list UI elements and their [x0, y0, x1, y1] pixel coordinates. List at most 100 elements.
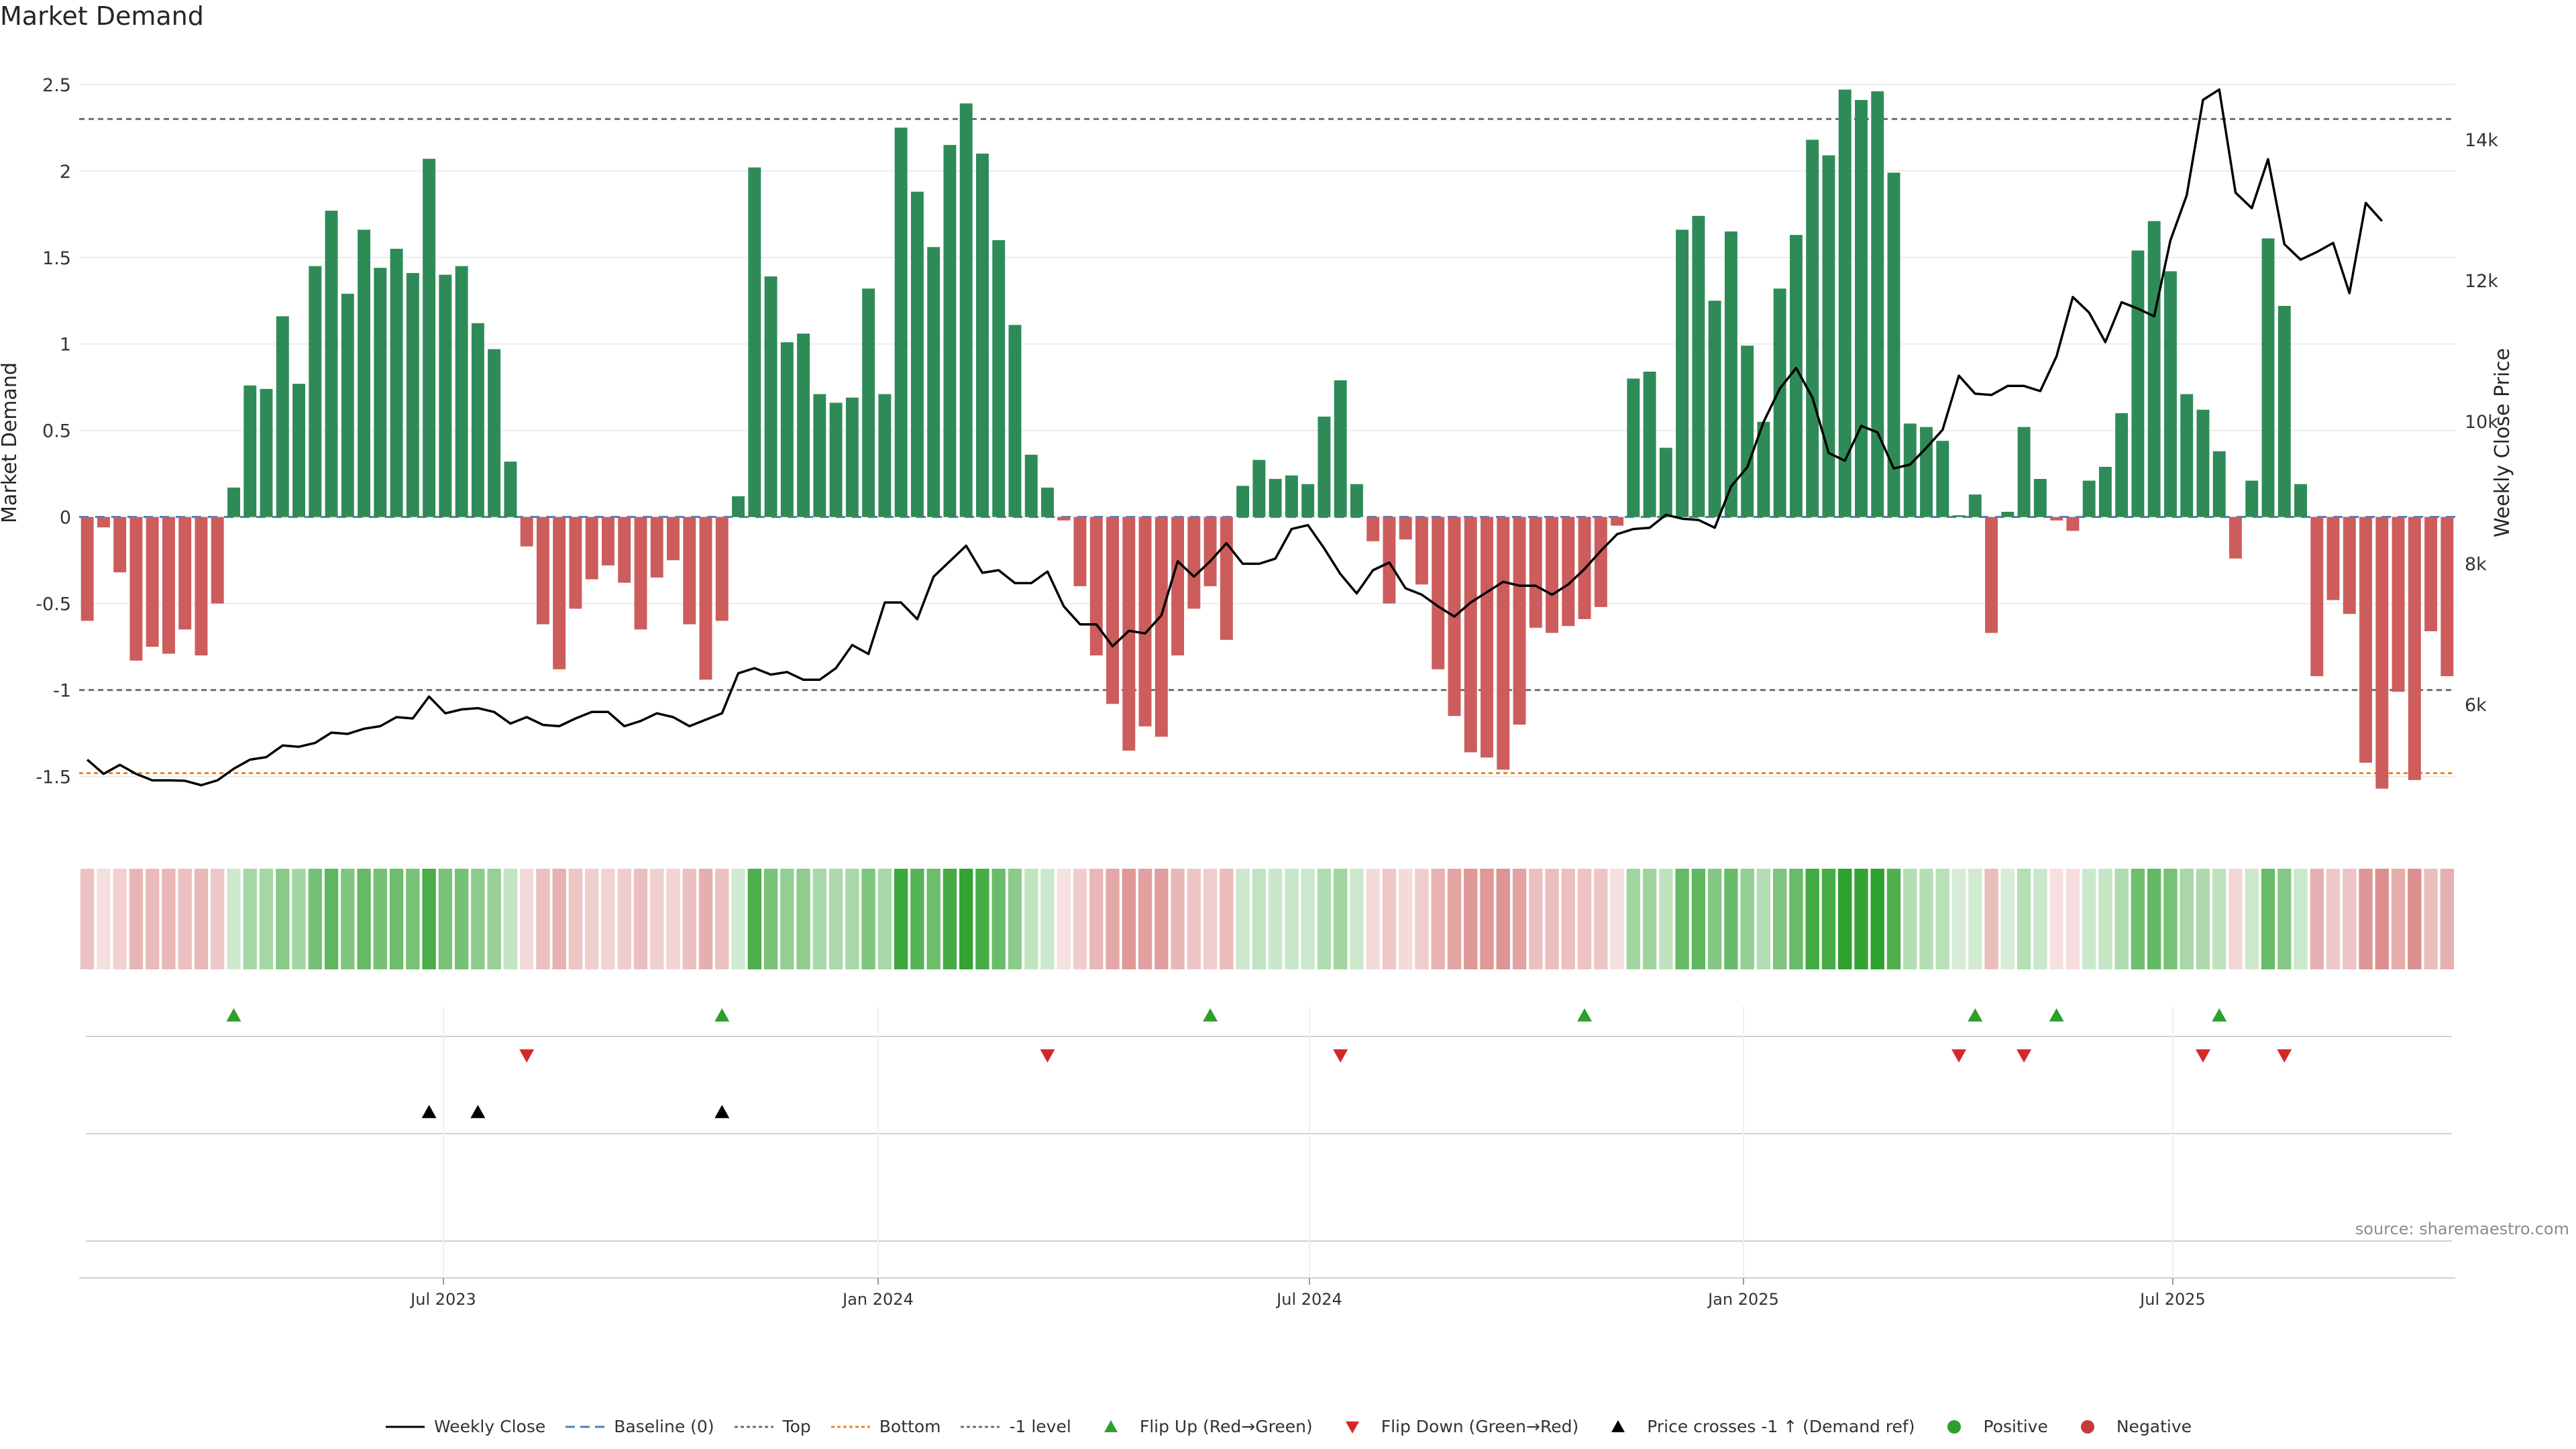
price-cross-marker [421, 1105, 437, 1118]
demand-bar [1269, 478, 1282, 517]
legend-item: Flip Down (Green→Red) [1332, 1417, 1578, 1436]
demand-bar [2017, 427, 2031, 517]
demand-bar [2424, 517, 2438, 631]
demand-bar [2115, 413, 2129, 517]
strip-cell [812, 869, 827, 969]
demand-bar [2375, 517, 2389, 789]
legend-label: Weekly Close [433, 1417, 546, 1436]
demand-bar [2033, 478, 2047, 517]
demand-bar [862, 288, 875, 517]
y-axis-label: Market Demand [0, 362, 21, 523]
strip-cell [682, 869, 696, 969]
strip-cell [1366, 869, 1380, 969]
demand-bar [650, 517, 663, 578]
demand-bar [244, 385, 257, 517]
demand-bar [2277, 305, 2291, 517]
strip-cell [1024, 869, 1038, 969]
demand-bar [1708, 301, 1721, 517]
demand-bar [2050, 517, 2063, 521]
demand-bar [732, 496, 745, 517]
demand-bar [813, 394, 826, 517]
demand-bar [1057, 517, 1071, 521]
strip-cell [1415, 869, 1429, 969]
demand-bar [992, 239, 1006, 517]
demand-bar [618, 517, 631, 583]
demand-bar [2310, 517, 2324, 676]
flip-down-marker [1951, 1049, 1967, 1063]
strip-cell [1805, 869, 1819, 969]
strip-cell [991, 869, 1006, 969]
strip-cell [926, 869, 941, 969]
strip-cell [357, 869, 371, 969]
strip-cell [1707, 869, 1722, 969]
demand-bar [406, 272, 419, 517]
y-tick-label: 2 [60, 162, 71, 182]
legend-item: Bottom [830, 1417, 941, 1436]
strip-cell [747, 869, 761, 969]
strip-cell [471, 869, 485, 969]
demand-bar [2001, 511, 2015, 517]
strip-cell [536, 869, 550, 969]
strip-cell [633, 869, 648, 969]
demand-bar [80, 517, 94, 621]
legend-item: Weekly Close [384, 1417, 545, 1436]
strip-cell [2229, 869, 2243, 969]
demand-bar [1741, 345, 1754, 517]
strip-cell [503, 869, 518, 969]
legend-symbol [385, 1426, 425, 1428]
strip-cell [698, 869, 713, 969]
demand-bar [1464, 517, 1477, 753]
legend-label: -1 level [1009, 1417, 1071, 1436]
demand-bar [2066, 517, 2080, 531]
strip-cell [1480, 869, 1494, 969]
strip-cell [1106, 869, 1120, 969]
legend-item: Baseline (0) [564, 1417, 714, 1436]
strip-cell [1382, 869, 1397, 969]
y-tick-label: 0.5 [42, 421, 71, 442]
demand-bar [2359, 517, 2373, 763]
demand-bar [927, 247, 941, 517]
legend-label: Negative [2116, 1417, 2192, 1436]
demand-bar [1773, 288, 1786, 517]
demand-bar [569, 517, 582, 609]
strip-cell [1073, 869, 1087, 969]
strip-cell [1610, 869, 1624, 969]
strip-cell [2440, 869, 2455, 969]
strip-cell [1821, 869, 1836, 969]
strip-cell [1740, 869, 1754, 969]
strip-cell [2294, 869, 2308, 969]
demand-bar [1855, 100, 1868, 517]
flip-up-marker [226, 1008, 241, 1022]
strip-cell [552, 869, 566, 969]
strip-cell [894, 869, 908, 969]
legend-label: Positive [1983, 1417, 2048, 1436]
demand-bar [878, 394, 892, 517]
demand-bar [1301, 484, 1315, 517]
demand-bar [1936, 441, 1949, 517]
demand-bar [585, 517, 598, 580]
demand-bar [683, 517, 696, 625]
y2-tick-label: 8k [2465, 554, 2487, 575]
demand-bar [1236, 486, 1250, 517]
demand-strip [80, 869, 2455, 969]
strip-cell [1756, 869, 1771, 969]
strip-cell [1122, 869, 1136, 969]
strip-cell [1317, 869, 1332, 969]
strip-cell [715, 869, 729, 969]
legend-symbol [1611, 1419, 1625, 1432]
demand-bar [894, 127, 908, 517]
strip-cell [487, 869, 501, 969]
demand-bar [227, 487, 240, 517]
strip-cell [145, 869, 160, 969]
y2-tick-label: 10k [2465, 412, 2498, 433]
strip-cell [2114, 869, 2129, 969]
strip-cell [1399, 869, 1413, 969]
demand-bar [1350, 484, 1363, 517]
demand-bar [1334, 380, 1347, 517]
legend-item: -1 level [959, 1417, 1071, 1436]
strip-cell [1691, 869, 1706, 969]
strip-cell [2131, 869, 2145, 969]
strip-cell [389, 869, 404, 969]
strip-cell [1220, 869, 1234, 969]
y-tick-label: -1 [53, 681, 71, 702]
